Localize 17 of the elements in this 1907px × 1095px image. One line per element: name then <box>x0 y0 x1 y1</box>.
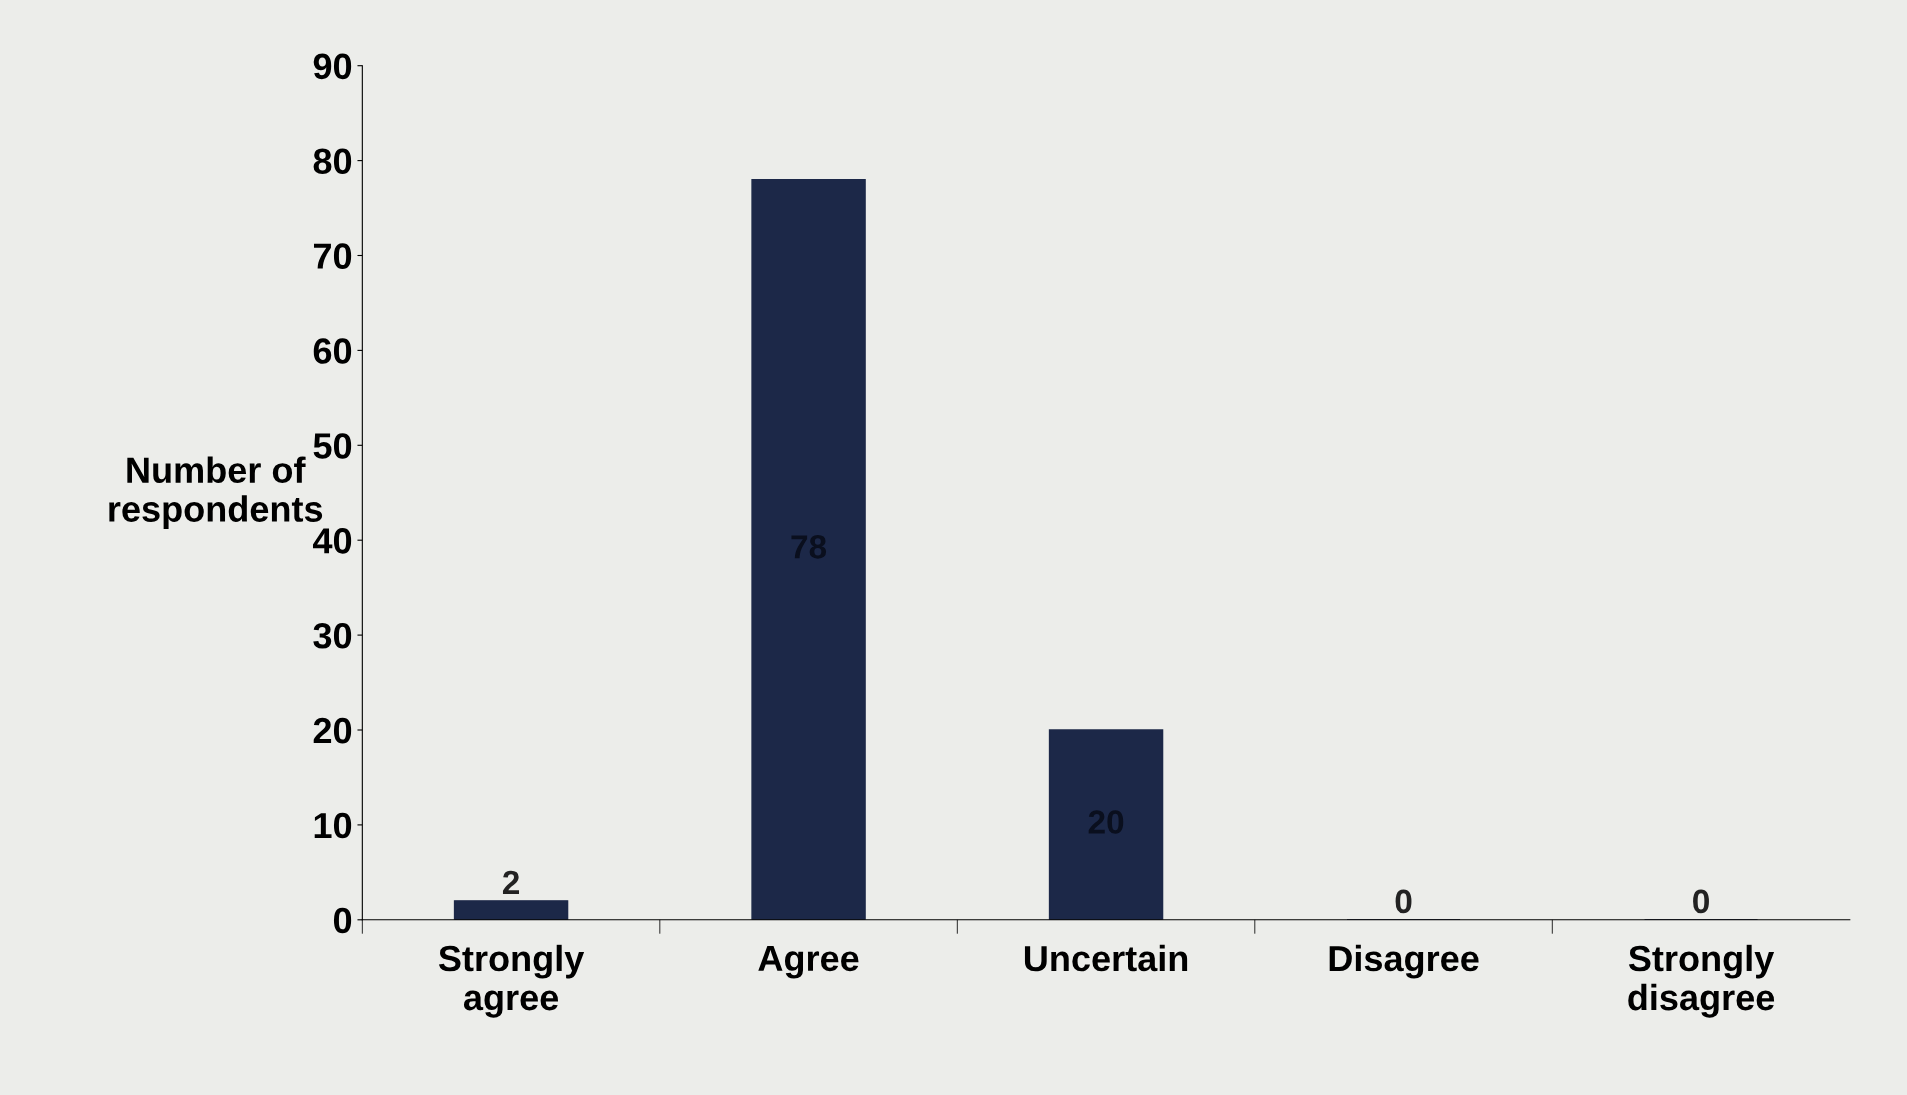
x-tick-label: Agree <box>758 945 859 979</box>
y-tick-label: 40 <box>312 528 352 554</box>
data-label: 0 <box>1693 889 1709 914</box>
x-tick-label: Uncertain <box>1024 944 1188 972</box>
y-tick-label: 10 <box>314 812 352 839</box>
y-tick-label: 30 <box>313 622 352 649</box>
x-tick-label: Disagree <box>1329 944 1479 979</box>
data-label: 2 <box>502 870 520 894</box>
x-tick-label: Strongly disagree <box>1628 944 1775 1018</box>
x-tick-label: Strongly agree <box>438 944 585 1018</box>
y-tick-label: 0 <box>333 907 352 934</box>
y-tick-label: 20 <box>313 717 352 744</box>
y-tick-label: 70 <box>314 243 352 269</box>
data-label: 0 <box>1395 889 1412 914</box>
y-tick-label: 90 <box>313 53 352 80</box>
y-tick-label: 80 <box>313 148 352 175</box>
y-tick-label: 60 <box>313 338 352 364</box>
